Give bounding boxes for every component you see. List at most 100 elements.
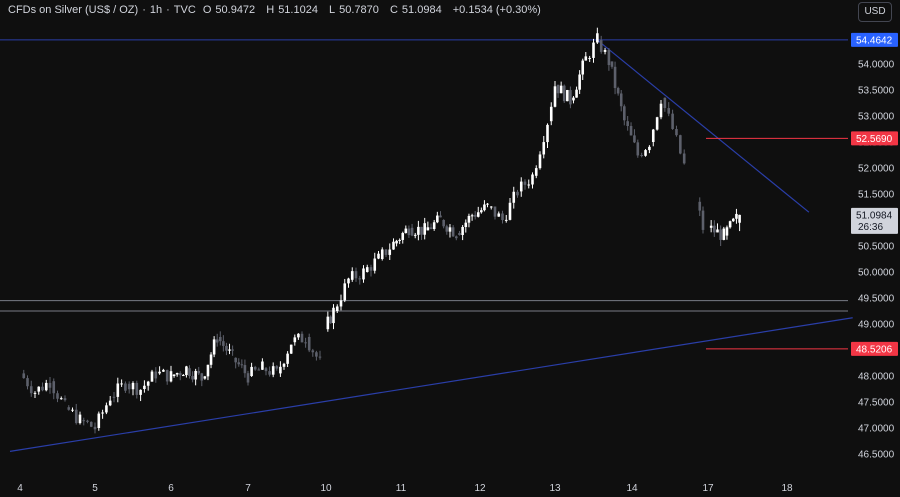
candle-body [546,124,549,143]
candle-body [473,214,477,217]
candle-body [407,228,411,236]
candle-body [578,74,581,90]
y-tick-label: 49.0000 [858,320,895,331]
candle-body [508,202,512,220]
candle-body [633,135,636,143]
candle-body [603,49,607,52]
level-badge-48.5206 [851,341,898,356]
candle-body [566,90,569,102]
candle-body [675,129,678,136]
candle-body [150,371,154,382]
close-label: C 51.0984 [389,4,442,16]
candle-body [222,341,225,346]
candle-body [698,201,702,211]
candle-body [369,267,373,271]
candle-body [610,61,614,67]
candle-body [395,240,398,244]
x-tick-label: 18 [781,483,793,494]
candle-body [663,97,667,109]
candle-body [218,337,222,342]
candle-body [682,153,686,164]
candle-body [212,339,216,355]
candle-body [307,337,311,351]
candle-body [271,366,275,375]
candle-body [158,371,161,374]
candle-body [339,300,343,307]
candle-body [644,150,647,156]
candle-body [354,271,358,279]
candle-body [429,227,433,230]
source-label: TVC [173,4,196,16]
candle-body [401,233,405,240]
candle-body [131,382,135,390]
candle-body [86,420,89,422]
candle-body [384,249,388,255]
candle-body [738,214,741,223]
candle-body [127,383,131,390]
candle-body [63,398,67,401]
candle-body [501,213,504,221]
candle-body [667,108,671,114]
candle-body [243,365,247,374]
x-tick-label: 6 [168,483,174,494]
candle-body [489,206,493,208]
candle-body [33,392,37,394]
candle-body [722,228,726,240]
candle-body [671,113,674,129]
candle-body [636,142,640,156]
symbol-name[interactable]: CFDs on Silver (US$ / OZ) [8,4,139,16]
candle-body [172,374,176,376]
candle-body [26,378,29,387]
candle-body [279,366,282,374]
candle-body [655,117,659,130]
candle-body [549,106,553,122]
candle-body [476,212,480,217]
candle-body [124,383,127,391]
candle-body [286,353,289,364]
y-tick-label: 51.5000 [858,190,895,201]
candle-body [215,339,219,343]
candle-body [347,278,350,284]
candle-body [185,366,188,376]
candle-body [716,229,719,233]
candle-body [719,229,722,240]
candle-body [29,386,33,394]
candle-body [616,88,620,94]
candle-body [264,368,268,372]
candle-body [268,371,271,375]
candle-body [108,400,112,406]
candle-body [504,219,508,221]
x-tick-label: 14 [626,483,638,494]
candle-body [225,345,228,351]
candle-body [497,213,501,217]
candle-body [362,268,365,280]
x-tick-label: 12 [474,483,486,494]
candle-body [82,420,86,422]
y-tick-label: 52.0000 [858,164,895,175]
candle-body [455,236,458,239]
y-tick-label: 47.5000 [858,398,895,409]
candle-body [175,373,179,375]
candle-body [112,396,116,398]
candle-body [464,222,468,227]
candle-body [44,382,48,391]
candle-body [350,271,354,280]
candle-body [105,405,108,413]
candle-body [542,142,546,155]
candle-body [162,369,165,372]
candle-body [470,215,474,217]
y-tick-label: 47.0000 [858,424,895,435]
candle-body [581,60,585,75]
x-tick-label: 7 [245,483,251,494]
candle-body [486,203,489,205]
candle-body [648,146,651,151]
currency-button[interactable]: USD [858,2,892,22]
candle-body [516,191,519,196]
candle-body [318,356,322,358]
interval-label[interactable]: 1h [149,4,163,16]
candle-body [735,213,738,219]
candle-body [139,389,142,395]
candle-body [154,371,158,379]
x-tick-label: 10 [320,483,332,494]
